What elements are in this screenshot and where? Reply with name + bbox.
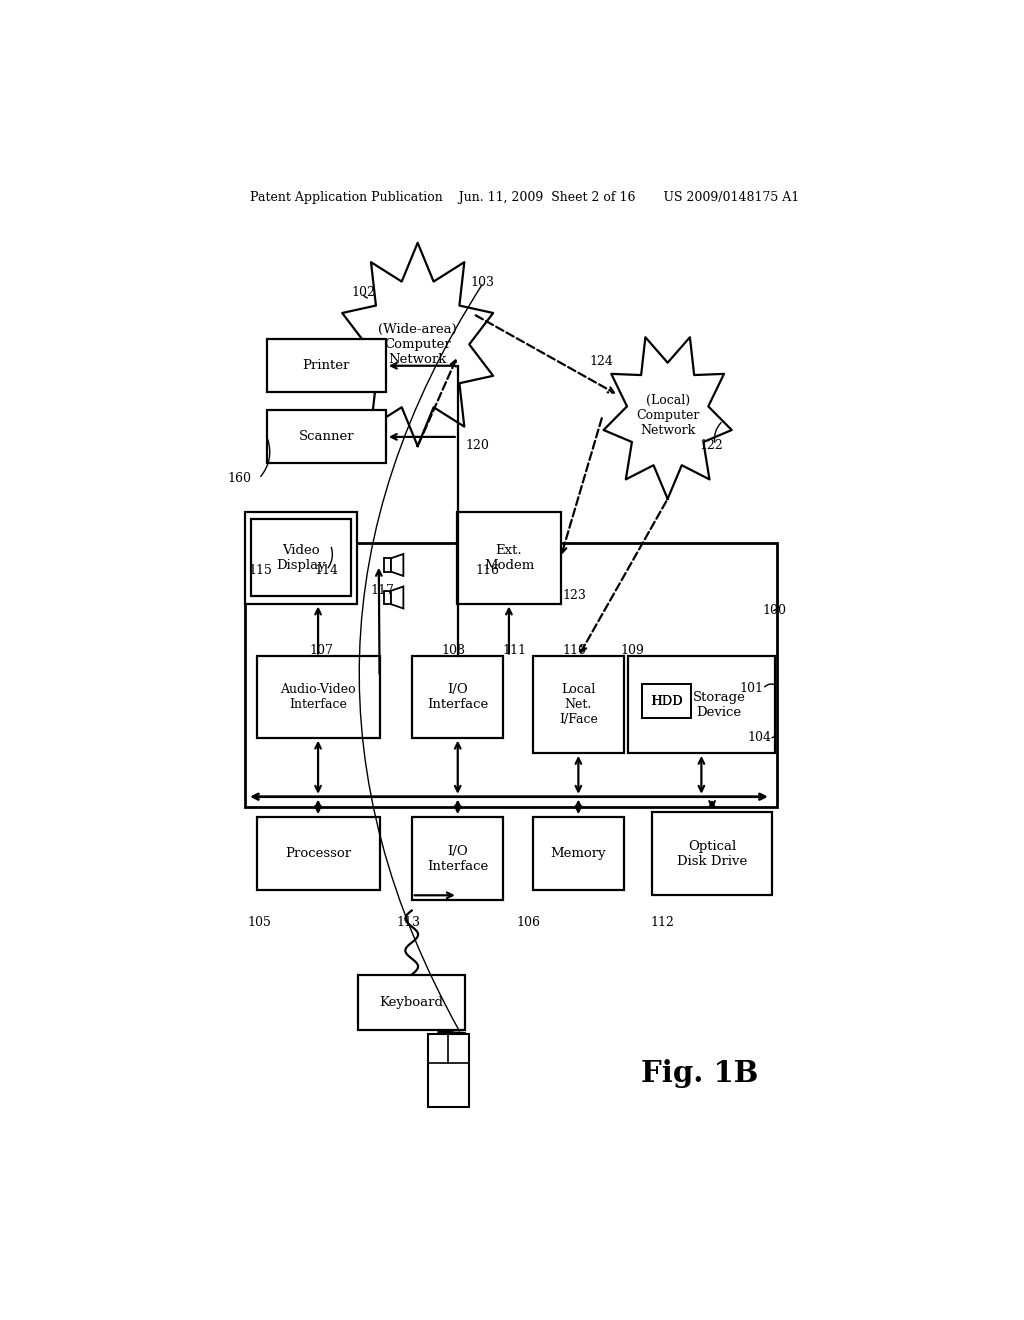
Text: 107: 107 <box>309 644 333 657</box>
Text: 105: 105 <box>247 916 271 929</box>
Bar <box>652 812 772 895</box>
Text: HDD: HDD <box>651 694 682 708</box>
Text: I/O
Interface: I/O Interface <box>427 682 488 711</box>
Bar <box>532 656 624 752</box>
Bar <box>458 512 560 603</box>
Text: Printer: Printer <box>303 359 350 372</box>
Bar <box>246 512 356 603</box>
Text: (Local)
Computer
Network: (Local) Computer Network <box>636 395 699 437</box>
Text: 116: 116 <box>475 564 500 577</box>
Text: Ext.
Modem: Ext. Modem <box>483 544 535 572</box>
Bar <box>642 684 691 718</box>
Text: Local
Net.
I/Face: Local Net. I/Face <box>559 684 598 726</box>
Polygon shape <box>391 586 403 609</box>
Polygon shape <box>603 337 732 499</box>
Text: Scanner: Scanner <box>299 430 354 444</box>
Text: 108: 108 <box>441 644 466 657</box>
Text: 117: 117 <box>370 583 394 597</box>
Text: Optical
Disk Drive: Optical Disk Drive <box>677 840 748 867</box>
Text: Memory: Memory <box>551 847 606 861</box>
Text: 101: 101 <box>739 682 763 696</box>
Polygon shape <box>342 243 494 446</box>
Bar <box>246 543 777 807</box>
Text: Storage
Device: Storage Device <box>692 690 745 718</box>
Text: 123: 123 <box>563 589 587 602</box>
Bar <box>428 1034 469 1106</box>
Bar <box>267 411 386 463</box>
Text: Patent Application Publication    Jun. 11, 2009  Sheet 2 of 16       US 2009/014: Patent Application Publication Jun. 11, … <box>250 190 800 203</box>
Bar <box>532 817 624 890</box>
Polygon shape <box>391 554 403 576</box>
Text: 100: 100 <box>763 605 786 618</box>
Text: Fig. 1B: Fig. 1B <box>641 1059 758 1088</box>
Text: 110: 110 <box>563 644 587 657</box>
Bar <box>257 817 380 890</box>
Bar <box>251 519 351 597</box>
Bar <box>384 591 391 605</box>
Text: 124: 124 <box>590 355 613 368</box>
Text: Audio-Video
Interface: Audio-Video Interface <box>281 682 356 711</box>
Text: 120: 120 <box>465 438 489 451</box>
Text: 115: 115 <box>249 564 272 577</box>
Bar <box>639 680 694 722</box>
Text: 112: 112 <box>650 916 674 929</box>
Bar <box>412 817 504 900</box>
Text: Video
Display: Video Display <box>276 544 326 572</box>
Text: (Wide-area)
Computer
Network: (Wide-area) Computer Network <box>378 323 457 366</box>
Text: 160: 160 <box>227 473 251 484</box>
Text: I/O
Interface: I/O Interface <box>427 845 488 873</box>
Text: 114: 114 <box>314 564 339 577</box>
Bar <box>267 339 386 392</box>
Bar <box>384 558 391 572</box>
Bar <box>358 974 465 1031</box>
Text: 122: 122 <box>699 438 723 451</box>
Text: 113: 113 <box>396 916 420 929</box>
Text: 104: 104 <box>748 731 771 744</box>
Text: 111: 111 <box>503 644 526 657</box>
Text: HDD: HDD <box>650 694 683 708</box>
Text: 106: 106 <box>517 916 541 929</box>
Text: 102: 102 <box>352 286 376 300</box>
Text: Processor: Processor <box>285 847 351 861</box>
Bar <box>257 656 380 738</box>
Text: Keyboard: Keyboard <box>380 997 443 1008</box>
Bar <box>412 656 504 738</box>
Text: 109: 109 <box>620 644 644 657</box>
Text: 103: 103 <box>471 276 495 289</box>
Bar <box>628 656 775 752</box>
